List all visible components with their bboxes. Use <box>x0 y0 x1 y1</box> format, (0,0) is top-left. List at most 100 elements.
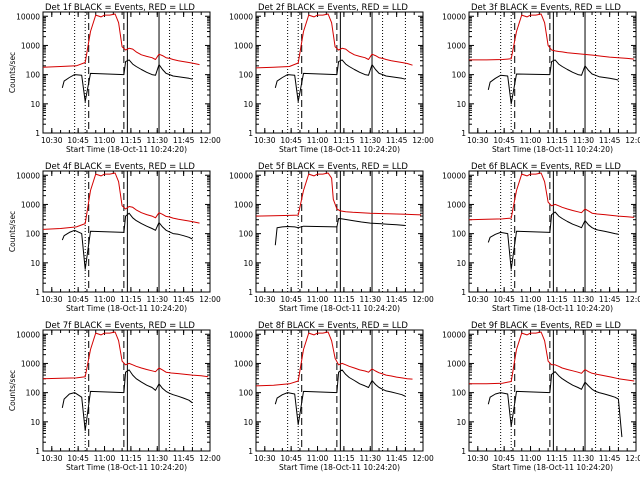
x-tick-label: 10:45 <box>67 295 89 304</box>
panel-title: Det 8f BLACK = Events, RED = LLD <box>258 321 408 331</box>
x-tick-label: 11:15 <box>333 136 355 145</box>
x-tick-label: 11:45 <box>599 454 621 463</box>
lld-series-line <box>468 172 635 221</box>
y-tick-label: 100 <box>239 71 254 80</box>
x-tick-label: 10:45 <box>67 454 89 463</box>
x-tick-label: 12:00 <box>199 136 221 145</box>
x-tick-label: 10:30 <box>254 454 276 463</box>
x-tick-label: 11:30 <box>359 454 381 463</box>
x-tick-label: 10:45 <box>493 454 515 463</box>
events-series-line <box>61 212 193 270</box>
detector-panel: Det 5f BLACK = Events, RED = LLD 1 10 100 10… <box>229 162 434 313</box>
y-tick-label: 1000 <box>21 359 40 368</box>
x-axis-label: Start Time (18-Oct-11 10:24:20) <box>492 145 613 154</box>
y-axis-label: Counts/sec <box>8 370 17 411</box>
lld-series-line <box>42 13 200 68</box>
x-tick-label: 12:00 <box>625 454 640 463</box>
events-series-line <box>487 59 619 105</box>
x-tick-label: 11:30 <box>572 454 594 463</box>
lld-series-line <box>469 13 635 61</box>
x-axis-label: Start Time (18-Oct-11 10:24:20) <box>279 304 400 313</box>
x-tick-label: 11:15 <box>120 136 142 145</box>
y-tick-label: 1000 <box>447 41 466 50</box>
x-tick-label: 12:00 <box>625 295 640 304</box>
x-tick-label: 12:00 <box>412 136 434 145</box>
x-tick-label: 11:45 <box>173 454 195 463</box>
plot-frame <box>42 11 211 134</box>
x-tick-label: 10:45 <box>67 136 89 145</box>
detector-panel: Det 2f BLACK = Events, RED = LLD 1 10 100 10… <box>229 3 434 154</box>
x-tick-label: 10:45 <box>280 295 302 304</box>
panel-title: Det 1f BLACK = Events, RED = LLD <box>45 3 195 13</box>
y-tick-label: 100 <box>26 389 41 398</box>
x-axis-label: Start Time (18-Oct-11 10:24:20) <box>66 463 187 472</box>
plot-frame <box>255 329 424 452</box>
x-tick-label: 11:15 <box>333 295 355 304</box>
y-tick-label: 10 <box>30 100 40 109</box>
detector-panel: Det 6f BLACK = Events, RED = LLD 1 10 100 10… <box>442 162 640 313</box>
lld-series-line <box>255 331 413 387</box>
y-tick-label: 10 <box>30 418 40 427</box>
y-tick-label: 10000 <box>16 330 40 339</box>
x-tick-label: 12:00 <box>412 295 434 304</box>
x-tick-label: 11:30 <box>572 136 594 145</box>
x-tick-label: 10:30 <box>41 136 63 145</box>
x-tick-label: 10:30 <box>467 454 489 463</box>
x-tick-label: 11:30 <box>359 136 381 145</box>
x-tick-label: 11:30 <box>359 295 381 304</box>
detector-panel: Det 7f BLACK = Events, RED = LLD 1 10 100 10… <box>8 321 221 472</box>
x-tick-label: 12:00 <box>412 454 434 463</box>
x-tick-label: 11:45 <box>173 136 195 145</box>
lld-series-line <box>255 172 422 217</box>
x-axis-label: Start Time (18-Oct-11 10:24:20) <box>66 145 187 154</box>
x-tick-label: 11:45 <box>386 295 408 304</box>
y-tick-label: 1000 <box>447 359 466 368</box>
x-tick-label: 11:00 <box>94 454 116 463</box>
y-tick-label: 100 <box>452 71 467 80</box>
x-tick-label: 10:30 <box>41 454 63 463</box>
y-tick-label: 100 <box>239 389 254 398</box>
events-series-line <box>487 211 619 270</box>
x-tick-label: 11:15 <box>333 454 355 463</box>
x-tick-label: 11:45 <box>599 295 621 304</box>
y-tick-label: 1 <box>35 129 40 138</box>
y-tick-label: 10 <box>456 418 466 427</box>
detector-panel: Det 1f BLACK = Events, RED = LLD 1 10 100 10… <box>8 3 221 154</box>
x-tick-label: 10:30 <box>41 295 63 304</box>
panel-title: Det 5f BLACK = Events, RED = LLD <box>258 162 408 172</box>
x-tick-label: 10:45 <box>493 295 515 304</box>
panel-title: Det 7f BLACK = Events, RED = LLD <box>45 321 195 331</box>
x-tick-label: 11:15 <box>546 295 568 304</box>
x-tick-label: 10:30 <box>467 136 489 145</box>
x-tick-label: 11:00 <box>520 295 542 304</box>
detector-panel: Det 9f BLACK = Events, RED = LLD 1 10 100 10… <box>442 321 640 472</box>
y-tick-label: 10000 <box>442 12 466 21</box>
y-tick-label: 10 <box>456 100 466 109</box>
y-tick-label: 10 <box>243 418 253 427</box>
lld-series-line <box>255 13 413 69</box>
y-tick-label: 1 <box>248 288 253 297</box>
x-tick-label: 11:00 <box>307 295 329 304</box>
y-tick-label: 10000 <box>229 171 253 180</box>
panel-title: Det 9f BLACK = Events, RED = LLD <box>471 321 621 331</box>
y-tick-label: 10000 <box>442 330 466 339</box>
events-series-line <box>61 59 193 102</box>
y-tick-label: 10 <box>243 100 253 109</box>
x-tick-label: 10:30 <box>254 136 276 145</box>
detector-panel: Det 3f BLACK = Events, RED = LLD 1 10 100 10… <box>442 3 640 154</box>
y-tick-label: 100 <box>452 389 467 398</box>
panel-title: Det 2f BLACK = Events, RED = LLD <box>258 3 408 13</box>
x-tick-label: 11:45 <box>599 136 621 145</box>
events-series-line <box>487 371 623 438</box>
plot-frame <box>255 170 424 293</box>
x-tick-label: 11:15 <box>546 454 568 463</box>
panel-title: Det 4f BLACK = Events, RED = LLD <box>45 162 195 172</box>
x-tick-label: 11:45 <box>173 295 195 304</box>
y-tick-label: 10000 <box>16 12 40 21</box>
x-tick-label: 11:30 <box>146 295 168 304</box>
x-tick-label: 10:30 <box>254 295 276 304</box>
x-tick-label: 11:00 <box>520 136 542 145</box>
x-axis-label: Start Time (18-Oct-11 10:24:20) <box>279 463 400 472</box>
x-tick-label: 11:15 <box>120 454 142 463</box>
x-tick-label: 11:15 <box>546 136 568 145</box>
